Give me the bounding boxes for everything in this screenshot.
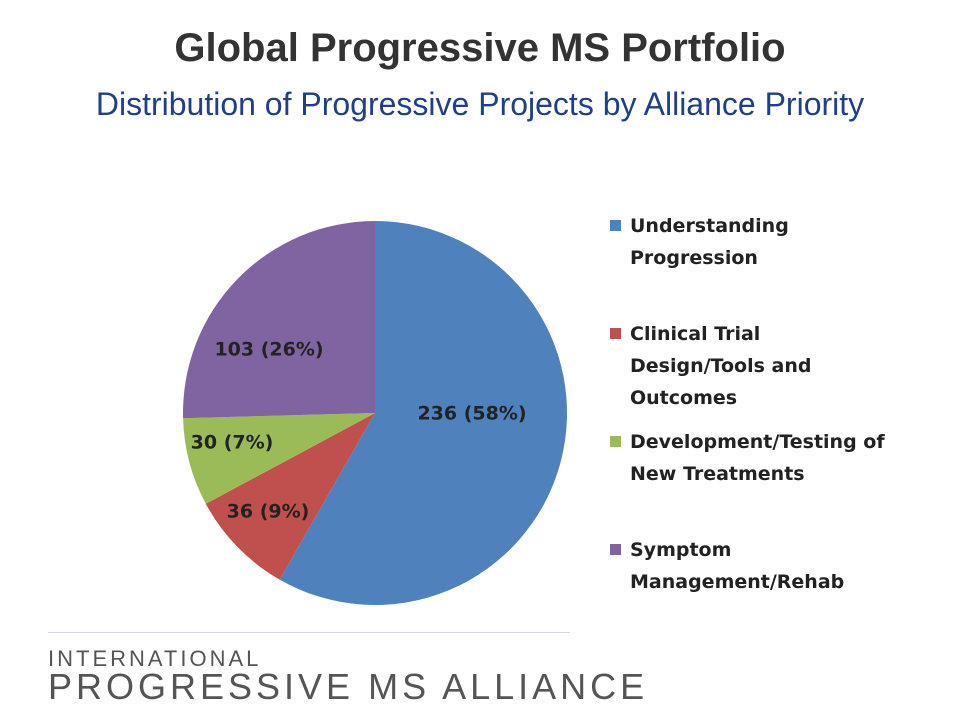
legend-swatch [610,544,621,555]
pie-slice-3 [182,221,375,419]
chart-subtitle: Distribution of Progressive Projects by … [95,86,865,122]
legend-label: Clinical Trial Design/Tools and Outcomes [630,323,812,409]
slice-data-label-3: 103 (26%) [214,339,323,361]
legend-label: Understanding Progression [630,215,789,269]
pie-slice-0 [279,221,568,605]
pie-slice-1 [205,413,375,580]
legend-swatch [610,220,621,231]
org-name-line1: INTERNATIONAL [48,646,262,671]
slice-data-label-2: 30 (7%) [191,432,274,454]
legend-swatch [610,328,621,339]
pie-slice-2 [183,413,375,504]
slice-data-label-1: 36 (9%) [227,501,310,523]
legend-label: Development/Testing of New Treatments [630,431,885,485]
chart-title: Global Progressive MS Portfolio [174,26,786,70]
legend-swatch [610,436,621,447]
slice-data-label-0: 236 (58%) [417,403,526,425]
legend-label: Symptom Management/Rehab [630,539,845,593]
footer-divider [48,632,570,633]
org-name-line2: PROGRESSIVE MS ALLIANCE [48,666,649,707]
